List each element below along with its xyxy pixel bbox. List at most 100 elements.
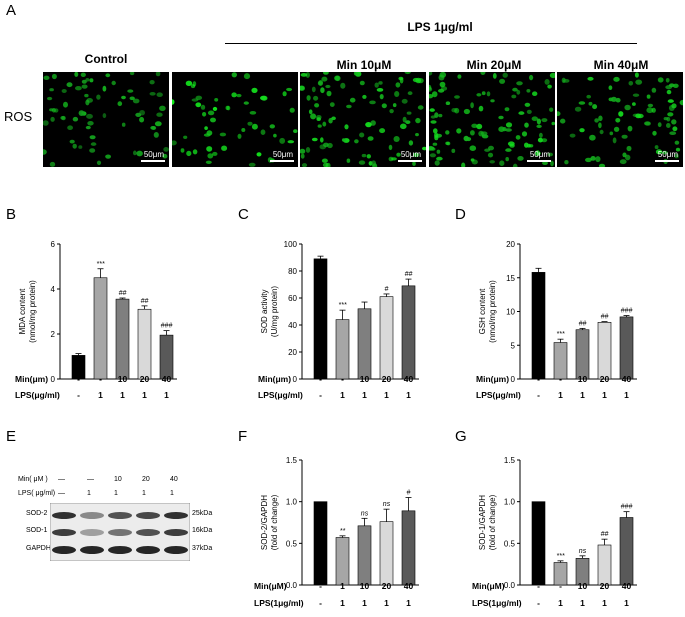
bar: [357, 308, 372, 380]
blot-condition-value: 40: [170, 476, 178, 483]
condition-value: 1: [362, 390, 367, 400]
blot-condition-value: 1: [170, 490, 174, 497]
condition-value: 1: [142, 390, 147, 400]
blot-condition-value: —: [58, 490, 65, 497]
y-tick-label: 0.0: [504, 581, 516, 590]
bar: [619, 517, 634, 586]
y-axis-label: GSH content: [478, 288, 487, 335]
condition-value: 1: [384, 390, 389, 400]
y-tick-label: 2: [51, 330, 56, 339]
blot-condition-value: 20: [142, 476, 150, 483]
ros-row-label: ROS: [4, 109, 33, 124]
y-tick-label: 20: [288, 348, 297, 357]
scale-bar-label: 50μm: [657, 150, 678, 159]
y-axis-label: (nmol/mg protein): [28, 280, 37, 343]
band-label-sod1: SOD-1: [26, 527, 48, 534]
blot-band: [52, 529, 76, 536]
condition-value: -: [319, 598, 322, 608]
ros-micrograph: 50μm: [557, 72, 683, 167]
y-tick-label: 1.0: [504, 498, 516, 507]
ros-micrograph: 50μm: [172, 72, 298, 167]
scale-bar: [270, 160, 294, 162]
blot-condition-value: 1: [142, 490, 146, 497]
y-tick-label: 4: [51, 285, 56, 294]
y-tick-label: 15: [506, 274, 515, 283]
bar: [313, 258, 328, 380]
blot-band: [108, 529, 132, 536]
chart-c: 0 20 40 60 80 100 SOD activity (U/mg protein) **…: [258, 240, 419, 400]
bar: [159, 334, 174, 380]
blot-band: [136, 512, 160, 519]
condition-value: 1: [558, 598, 563, 608]
blot-condition-value: 1: [114, 490, 118, 497]
condition-value: 20: [382, 581, 392, 591]
band-label-sod2: SOD-2: [26, 510, 48, 517]
significance-label: ###: [621, 308, 633, 315]
condition-value: 1: [164, 390, 169, 400]
significance-label: ##: [119, 290, 127, 297]
condition-value: -: [537, 374, 540, 384]
panel-letter-a: A: [6, 2, 17, 19]
blot-band: [108, 546, 132, 554]
condition-value: -: [99, 374, 102, 384]
blot-lps-label: LPS( μg/ml): [18, 490, 56, 497]
significance-label: ns: [579, 548, 587, 555]
blot-band: [80, 546, 104, 554]
blot-band: [52, 546, 76, 554]
bar: [619, 316, 634, 380]
y-axis-label: SOD-1/GAPDH: [478, 495, 487, 550]
scale-bar-label: 50μm: [143, 150, 164, 159]
chart-f: 0.0 0.5 1.0 1.5 SOD-2/GAPDH (fold of change) *…: [254, 456, 419, 608]
significance-label: ##: [405, 271, 413, 278]
condition-value: -: [77, 374, 80, 384]
y-axis-label: (nmol/mg protein): [488, 280, 497, 343]
y-tick-label: 80: [288, 267, 297, 276]
condition-value: -: [319, 581, 322, 591]
significance-label: ###: [161, 323, 173, 330]
condition-value: 1: [406, 390, 411, 400]
condition-value: -: [341, 374, 344, 384]
condition-value: 40: [622, 374, 632, 384]
blot-band: [164, 529, 188, 536]
header-min20: Min 20μM: [466, 58, 522, 72]
condition-value: -: [319, 374, 322, 384]
condition-value: 10: [578, 581, 588, 591]
y-tick-label: 40: [288, 321, 297, 330]
condition-value: 1: [340, 598, 345, 608]
condition-row-label: Min(μM): [472, 581, 505, 591]
significance-label: ##: [141, 298, 149, 305]
bar: [597, 544, 612, 586]
condition-value: -: [559, 374, 562, 384]
condition-value: 1: [120, 390, 125, 400]
condition-value: 10: [360, 374, 370, 384]
condition-value: -: [537, 581, 540, 591]
condition-value: 10: [578, 374, 588, 384]
condition-value: 1: [624, 390, 629, 400]
western-blot: [50, 503, 190, 561]
blot-condition-value: —: [87, 476, 94, 483]
condition-value: 1: [580, 598, 585, 608]
condition-value: -: [77, 390, 80, 400]
y-tick-label: 20: [506, 240, 515, 249]
bar: [379, 521, 394, 586]
blot-condition-value: —: [58, 476, 65, 483]
blot-band: [164, 546, 188, 554]
ros-micrograph: 50μm: [429, 72, 555, 167]
condition-value: -: [537, 598, 540, 608]
condition-row-label: Min(μm): [258, 374, 291, 384]
scale-bar: [141, 160, 165, 162]
scale-bar-label: 50μm: [400, 150, 421, 159]
condition-value: 1: [602, 598, 607, 608]
y-tick-label: 100: [284, 240, 298, 249]
y-tick-label: 0.5: [504, 539, 516, 548]
y-axis-label: (fold of change): [488, 494, 497, 550]
condition-value: -: [537, 390, 540, 400]
header-min10: Min 10μM: [336, 58, 392, 72]
condition-row-label: Min(μM): [254, 581, 287, 591]
condition-value: 40: [162, 374, 172, 384]
condition-value: 40: [622, 581, 632, 591]
y-axis-label: SOD-2/GAPDH: [260, 495, 269, 550]
band-size-sod1: 16kDa: [192, 527, 213, 534]
condition-value: 1: [340, 581, 345, 591]
condition-value: 10: [360, 581, 370, 591]
